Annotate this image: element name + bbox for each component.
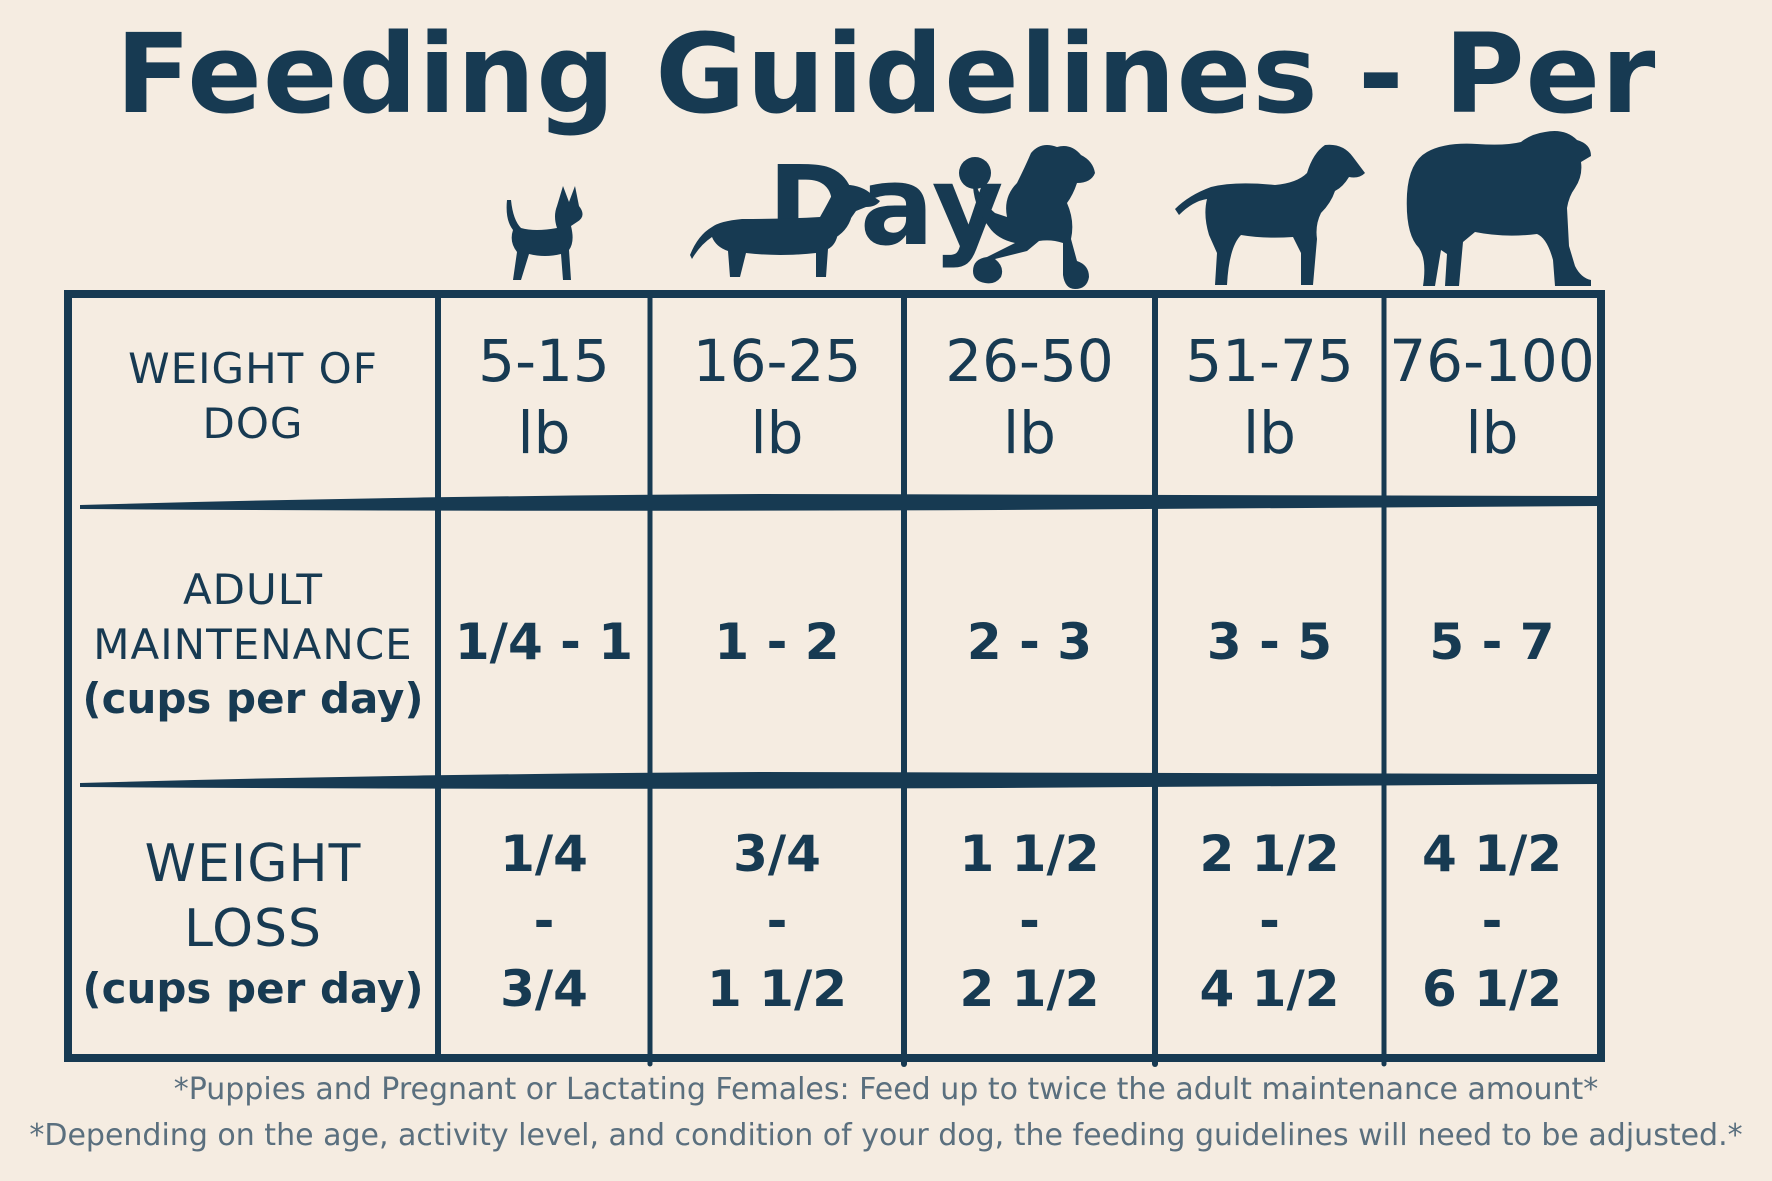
weight-cell-5: 76-100 lb — [1386, 298, 1598, 496]
footnote-adjustment: *Depending on the age, activity level, a… — [29, 1118, 1743, 1153]
loss-max: 2 1/2 — [959, 959, 1100, 1018]
loss-label-line2: LOSS — [183, 898, 323, 959]
adult-value-3: 2 - 3 — [906, 512, 1153, 774]
weight-range: 16-25 — [692, 326, 862, 395]
weight-label-line2: DOG — [202, 399, 304, 448]
loss-min: 1 1/2 — [959, 824, 1100, 883]
weight-row-label: WEIGHT OF DOG — [72, 298, 434, 496]
loss-value-2: 3/4 - 1 1/2 — [652, 790, 902, 1054]
loss-row-label: WEIGHT LOSS (cups per day) — [72, 790, 434, 1054]
adult-value: 2 - 3 — [966, 613, 1093, 672]
adult-label-unit: (cups per day) — [82, 674, 424, 724]
weight-unit: lb — [1243, 399, 1296, 467]
weight-cell-3: 26-50 lb — [906, 298, 1153, 496]
loss-separator: - — [533, 892, 555, 951]
adult-value: 5 - 7 — [1429, 613, 1555, 672]
weight-unit: lb — [750, 399, 804, 467]
adult-value: 1 - 2 — [714, 613, 840, 672]
loss-max: 3/4 — [500, 959, 588, 1018]
weight-label-line1: WEIGHT OF — [128, 344, 378, 394]
loss-separator: - — [1481, 892, 1503, 951]
weight-range: 5-15 — [478, 326, 610, 395]
poodle-icon — [955, 143, 1105, 293]
adult-row-label: ADULT MAINTENANCE (cups per day) — [72, 512, 434, 774]
weight-range: 76-100 — [1389, 326, 1595, 395]
weight-unit: lb — [517, 399, 571, 467]
adult-value-2: 1 - 2 — [652, 512, 902, 774]
loss-min: 1/4 — [500, 824, 588, 883]
weight-cell-2: 16-25 lb — [652, 298, 902, 496]
loss-min: 3/4 — [733, 824, 821, 883]
loss-value-3: 1 1/2 - 2 1/2 — [906, 790, 1153, 1054]
chihuahua-icon — [495, 180, 595, 285]
loss-max: 6 1/2 — [1421, 959, 1563, 1018]
weight-range: 26-50 — [945, 326, 1114, 395]
loss-max: 4 1/2 — [1199, 959, 1340, 1018]
adult-value: 1/4 - 1 — [454, 613, 634, 672]
retriever-icon — [1175, 143, 1365, 289]
loss-value-5: 4 1/2 - 6 1/2 — [1386, 790, 1598, 1054]
footnote-puppies: *Puppies and Pregnant or Lactating Femal… — [173, 1072, 1599, 1107]
loss-separator: - — [766, 892, 788, 951]
adult-value-1: 1/4 - 1 — [440, 512, 648, 774]
adult-value-5: 5 - 7 — [1386, 512, 1598, 774]
weight-unit: lb — [1003, 399, 1056, 467]
adult-value-4: 3 - 5 — [1157, 512, 1382, 774]
adult-label-line1: ADULT — [182, 564, 324, 614]
weight-cell-4: 51-75 lb — [1157, 298, 1382, 496]
loss-label-unit: (cups per day) — [82, 963, 424, 1013]
loss-separator: - — [1019, 892, 1040, 951]
weight-range: 51-75 — [1185, 326, 1354, 395]
loss-value-1: 1/4 - 3/4 — [440, 790, 648, 1054]
weight-unit: lb — [1465, 399, 1519, 467]
loss-max: 1 1/2 — [706, 959, 848, 1018]
loss-min: 2 1/2 — [1199, 824, 1340, 883]
loss-value-4: 2 1/2 - 4 1/2 — [1157, 790, 1382, 1054]
loss-min: 4 1/2 — [1421, 824, 1563, 883]
dachshund-icon — [690, 183, 880, 283]
adult-label-line2: MAINTENANCE — [93, 619, 413, 669]
weight-cell-1: 5-15 lb — [440, 298, 648, 496]
loss-separator: - — [1259, 892, 1280, 951]
loss-label-line1: WEIGHT — [144, 833, 362, 894]
mastiff-icon — [1405, 130, 1595, 288]
adult-value: 3 - 5 — [1206, 613, 1333, 672]
